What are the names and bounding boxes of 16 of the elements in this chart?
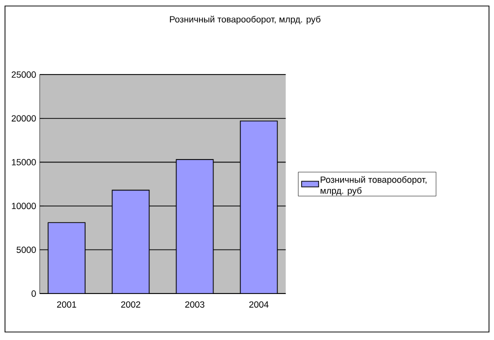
y-tick-label: 10000 <box>12 202 36 210</box>
y-tick-label: 20000 <box>12 115 36 122</box>
x-tick-label: 2004 <box>249 301 269 308</box>
x-tick-label: 2002 <box>121 301 140 308</box>
y-tick-label: 0 <box>32 290 36 297</box>
bar <box>112 190 150 294</box>
legend-label: Розничный товарооборот, млрд. руб <box>320 176 426 196</box>
x-tick-label: 2003 <box>185 301 204 308</box>
x-tick-label: 2001 <box>57 301 76 308</box>
y-tick-label: 25000 <box>12 71 36 78</box>
chart-title: Розничный товарооборот, млрд. руб <box>170 16 320 24</box>
bar <box>176 159 214 294</box>
y-tick-label: 15000 <box>12 158 36 166</box>
bar <box>48 222 86 294</box>
bar <box>240 120 278 294</box>
y-tick-label: 5000 <box>16 246 36 253</box>
